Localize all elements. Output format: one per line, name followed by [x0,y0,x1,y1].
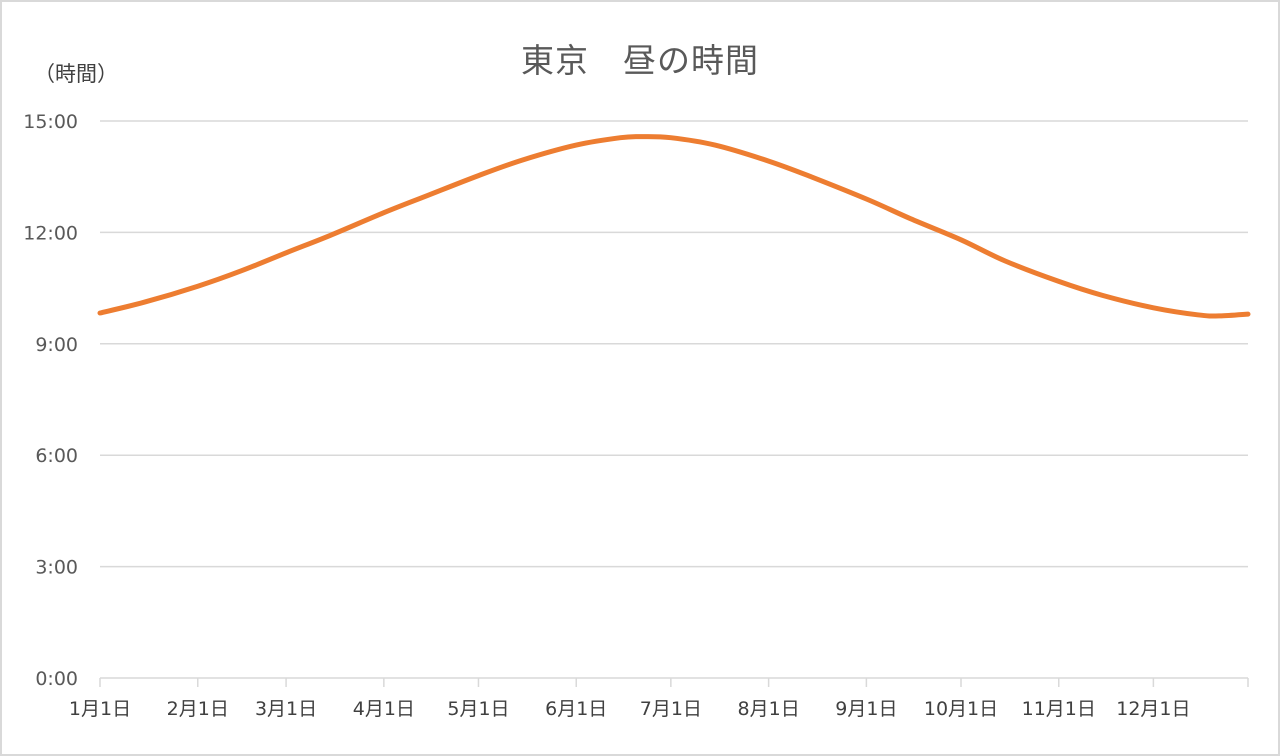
x-tick-label: 11月1日 [1022,698,1096,720]
y-tick-label: 15:00 [23,111,78,133]
x-tick-label: 7月1日 [640,698,702,720]
y-tick-label: 6:00 [35,445,78,467]
y-axis-unit-label: （時間） [34,62,118,86]
x-tick-label: 8月1日 [738,698,800,720]
x-tick-label: 12月1日 [1116,698,1190,720]
y-tick-label: 0:00 [35,668,78,690]
x-tick-label: 4月1日 [353,698,415,720]
y-tick-label: 3:00 [35,557,78,579]
x-tick-label: 5月1日 [447,698,509,720]
y-tick-label: 12:00 [23,222,78,244]
y-tick-label: 9:00 [35,334,78,356]
x-tick-label: 10月1日 [924,698,998,720]
x-tick-label: 3月1日 [255,698,317,720]
x-tick-label: 1月1日 [69,698,131,720]
x-tick-label: 2月1日 [167,698,229,720]
chart-title: 東京 昼の時間 [521,41,759,80]
x-tick-label: 9月1日 [835,698,897,720]
x-tick-label: 6月1日 [545,698,607,720]
daylight-series-line [97,134,1251,319]
